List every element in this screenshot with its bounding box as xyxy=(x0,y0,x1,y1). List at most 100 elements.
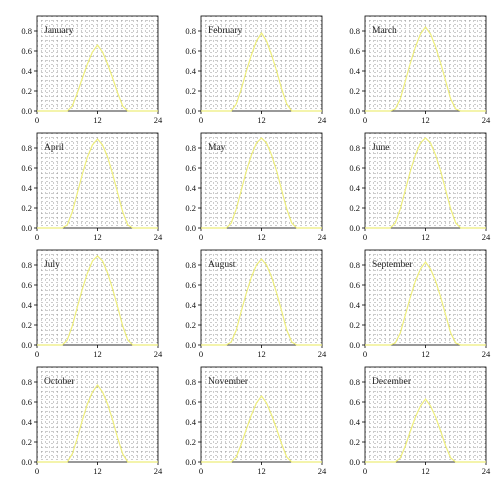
y-tick-label: 0.4 xyxy=(349,417,360,427)
panel-april: 0.0 0.2 0.4 0.6 0.8 0 12 24 April xyxy=(21,132,163,242)
x-tick-label: 24 xyxy=(482,466,491,476)
y-tick-label: 0.8 xyxy=(349,377,360,387)
x-tick-label: 12 xyxy=(421,232,430,242)
grid xyxy=(201,16,322,111)
grid xyxy=(365,250,486,345)
x-tick-label: 12 xyxy=(93,349,102,359)
y-tick-label: 0.6 xyxy=(185,163,196,173)
series-line xyxy=(201,258,322,346)
series-line xyxy=(201,394,322,463)
series-line xyxy=(365,397,486,463)
panel-september: 0.0 0.2 0.4 0.6 0.8 0 12 24 September xyxy=(349,249,491,359)
y-tick-label: 0.6 xyxy=(21,397,32,407)
x-tick-label: 12 xyxy=(257,349,266,359)
series-line xyxy=(37,383,158,463)
y-tick-label: 0.0 xyxy=(21,457,32,467)
panel-title: December xyxy=(372,377,412,387)
grid xyxy=(37,250,158,345)
y-tick-label: 0.8 xyxy=(21,377,32,387)
series-line xyxy=(365,137,486,229)
x-tick-label: 0 xyxy=(363,232,367,242)
series-line xyxy=(37,43,158,112)
y-tick-label: 0.0 xyxy=(185,106,196,116)
x-tick-label: 0 xyxy=(35,466,39,476)
y-tick-label: 0.2 xyxy=(349,203,360,213)
x-tick-label: 0 xyxy=(199,466,203,476)
y-tick-label: 0.6 xyxy=(349,46,360,56)
y-tick-label: 0.0 xyxy=(185,457,196,467)
x-tick-label: 0 xyxy=(363,115,367,125)
x-tick-label: 24 xyxy=(482,349,491,359)
x-tick-label: 0 xyxy=(35,232,39,242)
x-tick-label: 24 xyxy=(318,115,327,125)
y-tick-label: 0.4 xyxy=(349,300,360,310)
x-tick-label: 0 xyxy=(363,466,367,476)
panel-october: 0.0 0.2 0.4 0.6 0.8 0 12 24 October xyxy=(21,366,163,476)
panel-title: May xyxy=(208,143,226,153)
y-tick-label: 0.4 xyxy=(21,66,32,76)
y-tick-label: 0.0 xyxy=(185,223,196,233)
x-tick-label: 0 xyxy=(35,349,39,359)
y-tick-label: 0.2 xyxy=(21,437,32,447)
y-tick-label: 0.2 xyxy=(21,320,32,330)
y-tick-label: 0.6 xyxy=(185,280,196,290)
x-tick-label: 12 xyxy=(257,232,266,242)
y-tick-label: 0.0 xyxy=(349,106,360,116)
y-tick-label: 0.0 xyxy=(21,223,32,233)
y-tick-label: 0.2 xyxy=(21,86,32,96)
panel-title: February xyxy=(208,26,243,36)
y-tick-label: 0.8 xyxy=(185,143,196,153)
grid xyxy=(201,133,322,228)
x-tick-label: 24 xyxy=(482,115,491,125)
y-tick-label: 0.8 xyxy=(349,143,360,153)
panel-title: July xyxy=(44,260,60,270)
y-tick-label: 0.4 xyxy=(21,417,32,427)
x-tick-label: 24 xyxy=(318,349,327,359)
panel-june: 0.0 0.2 0.4 0.6 0.8 0 12 24 June xyxy=(349,132,491,242)
y-tick-label: 0.0 xyxy=(21,340,32,350)
x-tick-label: 12 xyxy=(421,466,430,476)
x-tick-label: 12 xyxy=(421,349,430,359)
y-tick-label: 0.4 xyxy=(185,183,196,193)
y-tick-label: 0.0 xyxy=(349,340,360,350)
series-line xyxy=(365,25,486,112)
x-tick-label: 0 xyxy=(363,349,367,359)
panel-may: 0.0 0.2 0.4 0.6 0.8 0 12 24 May xyxy=(185,132,327,242)
y-tick-label: 0.4 xyxy=(21,300,32,310)
x-tick-label: 24 xyxy=(318,466,327,476)
y-tick-label: 0.2 xyxy=(185,437,196,447)
y-tick-label: 0.4 xyxy=(349,66,360,76)
y-tick-label: 0.0 xyxy=(349,223,360,233)
y-tick-label: 0.2 xyxy=(185,320,196,330)
y-tick-label: 0.0 xyxy=(21,106,32,116)
panel-title: March xyxy=(372,26,397,36)
y-tick-label: 0.6 xyxy=(21,163,32,173)
x-tick-label: 0 xyxy=(35,115,39,125)
y-tick-label: 0.4 xyxy=(349,183,360,193)
x-tick-label: 24 xyxy=(154,466,163,476)
panel-march: 0.0 0.2 0.4 0.6 0.8 0 12 24 March xyxy=(349,15,491,125)
y-tick-label: 0.0 xyxy=(185,340,196,350)
y-tick-label: 0.8 xyxy=(185,26,196,36)
x-tick-label: 12 xyxy=(257,466,266,476)
y-tick-label: 0.4 xyxy=(185,300,196,310)
x-tick-label: 24 xyxy=(318,232,327,242)
y-tick-label: 0.6 xyxy=(185,46,196,56)
grid xyxy=(37,133,158,228)
x-tick-label: 24 xyxy=(154,349,163,359)
y-tick-label: 0.6 xyxy=(349,280,360,290)
series-line xyxy=(201,137,322,229)
y-tick-label: 0.8 xyxy=(349,260,360,270)
panel-august: 0.0 0.2 0.4 0.6 0.8 0 12 24 August xyxy=(185,249,327,359)
x-tick-label: 12 xyxy=(421,115,430,125)
x-tick-label: 0 xyxy=(199,115,203,125)
panel-title: June xyxy=(372,143,389,153)
y-tick-label: 0.6 xyxy=(21,46,32,56)
x-tick-label: 0 xyxy=(199,349,203,359)
y-tick-label: 0.8 xyxy=(185,260,196,270)
y-tick-label: 0.4 xyxy=(185,417,196,427)
panel-title: April xyxy=(44,143,64,153)
y-tick-label: 0.8 xyxy=(349,26,360,36)
y-tick-label: 0.2 xyxy=(349,320,360,330)
y-tick-label: 0.2 xyxy=(349,437,360,447)
